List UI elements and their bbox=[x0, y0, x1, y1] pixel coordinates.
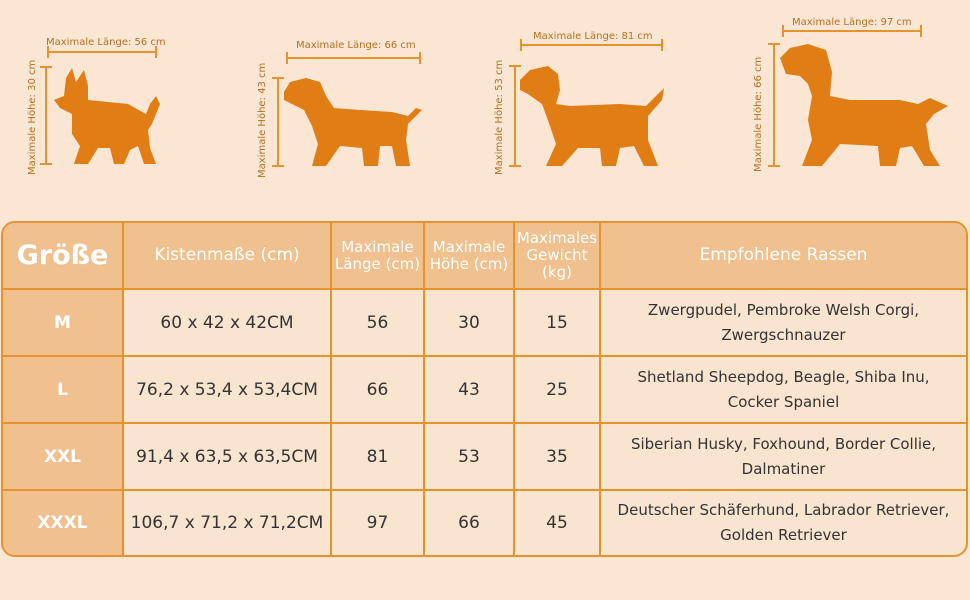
dog-3-height-label: Maximale Höhe: 53 cm bbox=[494, 59, 505, 175]
breeds-cell: Shetland Sheepdog, Beagle, Shiba Inu, Co… bbox=[601, 357, 966, 422]
height-cell: 53 bbox=[425, 424, 515, 489]
chihuahua-silhouette-icon bbox=[54, 68, 160, 164]
dog-illustration-canvas bbox=[40, 25, 948, 167]
spaniel-silhouette-icon bbox=[520, 66, 664, 166]
breeds-line-2: Cocker Spaniel bbox=[727, 392, 840, 411]
breeds-line-1: Siberian Husky, Foxhound, Border Collie, bbox=[630, 434, 937, 453]
header-weight: Maximales Gewicht (kg) bbox=[515, 223, 601, 288]
breeds-line-1: Deutscher Schäferhund, Labrador Retrieve… bbox=[617, 501, 950, 519]
breeds-cell: Siberian Husky, Foxhound, Border Collie,… bbox=[601, 424, 966, 489]
header-dimensions: Kistenmaße (cm) bbox=[124, 223, 332, 288]
dog-3-length-label: Maximale Länge: 81 cm bbox=[533, 31, 653, 42]
breeds-line-1: Shetland Sheepdog, Beagle, Shiba Inu, bbox=[637, 367, 930, 386]
size-cell: M bbox=[3, 290, 124, 355]
size-cell: XXL bbox=[3, 424, 124, 489]
dimensions-cell: 76,2 x 53,4 x 53,4CM bbox=[124, 357, 332, 422]
dog-2-length-label: Maximale Länge: 66 cm bbox=[296, 40, 416, 51]
header-length: Maximale Länge (cm) bbox=[332, 223, 425, 288]
size-cell: L bbox=[3, 357, 124, 422]
dimensions-cell: 60 x 42 x 42CM bbox=[124, 290, 332, 355]
breeds-line-2: Zwergschnauzer bbox=[721, 325, 846, 344]
dimensions-cell: 106,7 x 71,2 x 71,2CM bbox=[124, 491, 332, 555]
dog-1-height-label: Maximale Höhe: 30 cm bbox=[27, 59, 38, 175]
length-cell: 56 bbox=[332, 290, 425, 355]
breeds-line-1: Zwergpudel, Pembroke Welsh Corgi, bbox=[647, 300, 920, 319]
weight-cell: 25 bbox=[515, 357, 601, 422]
height-cell: 66 bbox=[425, 491, 515, 555]
length-cell: 81 bbox=[332, 424, 425, 489]
height-cell: 30 bbox=[425, 290, 515, 355]
header-breeds: Empfohlene Rassen bbox=[699, 245, 868, 265]
labrador-silhouette-icon bbox=[284, 78, 422, 166]
breeds-line-2: Dalmatiner bbox=[741, 459, 826, 478]
dog-4-height-label: Maximale Höhe: 66 cm bbox=[753, 56, 764, 172]
length-cell: 97 bbox=[332, 491, 425, 555]
size-table: Größe Kistenmaße (cm) Maximale Länge (cm… bbox=[1, 221, 968, 557]
size-cell: XXXL bbox=[3, 491, 124, 555]
table-row: XXXL 106,7 x 71,2 x 71,2CM 97 66 45 Deut… bbox=[3, 491, 966, 555]
table-row: L 76,2 x 53,4 x 53,4CM 66 43 25 Shetland… bbox=[3, 357, 966, 424]
weight-cell: 45 bbox=[515, 491, 601, 555]
height-cell: 43 bbox=[425, 357, 515, 422]
breeds-line-2: Golden Retriever bbox=[720, 526, 847, 544]
dog-size-illustrations: Maximale Länge: 56 cm Maximale Höhe: 30 … bbox=[0, 0, 970, 210]
table-row: M 60 x 42 x 42CM 56 30 15 Zwergpudel, Pe… bbox=[3, 290, 966, 357]
weight-cell: 35 bbox=[515, 424, 601, 489]
dog-4-length-label: Maximale Länge: 97 cm bbox=[792, 17, 912, 28]
breeds-cell: Zwergpudel, Pembroke Welsh Corgi, Zwergs… bbox=[601, 290, 966, 355]
length-cell: 66 bbox=[332, 357, 425, 422]
hound-silhouette-icon bbox=[780, 44, 948, 166]
header-height: Maximale Höhe (cm) bbox=[425, 223, 515, 288]
table-row: XXL 91,4 x 63,5 x 63,5CM 81 53 35 Siberi… bbox=[3, 424, 966, 491]
dog-2-height-label: Maximale Höhe: 43 cm bbox=[257, 62, 268, 178]
table-header-row: Größe Kistenmaße (cm) Maximale Länge (cm… bbox=[3, 223, 966, 290]
dimensions-cell: 91,4 x 63,5 x 63,5CM bbox=[124, 424, 332, 489]
breeds-cell: Deutscher Schäferhund, Labrador Retrieve… bbox=[601, 491, 966, 555]
header-size: Größe bbox=[3, 223, 124, 288]
weight-cell: 15 bbox=[515, 290, 601, 355]
dog-1-length-label: Maximale Länge: 56 cm bbox=[46, 37, 166, 48]
